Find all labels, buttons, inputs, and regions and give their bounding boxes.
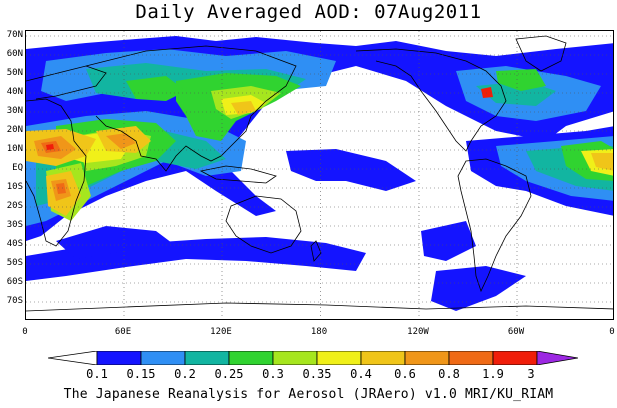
colorbar-label-1-9: 1.9 — [482, 367, 504, 381]
lat-label-10s: 10S — [6, 182, 23, 192]
coast-asia — [85, 45, 297, 172]
colorbar-label-0-35: 0.35 — [302, 367, 332, 381]
colorbar-label-0-8: 0.8 — [438, 367, 460, 381]
colorbar-label-0-25: 0.25 — [214, 367, 244, 381]
coast-australia — [225, 195, 302, 254]
lon-label-60e: 60E — [114, 327, 132, 337]
colorbar-cell — [360, 351, 406, 365]
colorbar-cell-above-max — [536, 351, 578, 365]
lat-lon-grid — [26, 31, 613, 319]
colorbar-cells — [48, 351, 578, 365]
lat-label-60n: 60N — [6, 49, 23, 59]
aod-region-southern-ocean-2 — [431, 266, 526, 311]
lon-label-120e: 120E — [210, 327, 232, 337]
colorbar-label-0-6: 0.6 — [394, 367, 416, 381]
coast-north-america — [355, 48, 507, 152]
lon-label-180: 180 — [310, 327, 328, 337]
colorbar-cell-below-min — [48, 351, 98, 365]
colorbar-label-0-4: 0.4 — [350, 367, 372, 381]
colorbar-cell — [228, 351, 274, 365]
aod-region-sahara-max — [46, 144, 54, 150]
aod-region-north-america-fire — [481, 87, 493, 98]
aod-region-north-atlantic-green — [496, 69, 546, 91]
colorbar-label-0-3: 0.3 — [262, 367, 284, 381]
colorbar-cell — [492, 351, 538, 365]
lat-label-30s: 30S — [6, 220, 23, 230]
aod-field-svg — [26, 31, 613, 319]
lon-label-0-west: 0 — [22, 327, 28, 337]
colorbar-cell — [448, 351, 494, 365]
aod-region-south-america — [421, 221, 476, 261]
coast-new-zealand — [310, 240, 322, 262]
aod-colorbar — [48, 351, 578, 365]
lat-label-20n: 20N — [6, 125, 23, 135]
aod-region-saharan-plume — [591, 153, 613, 171]
coast-europe — [26, 65, 107, 100]
colorbar-cell — [140, 351, 186, 365]
colorbar-label-0-15: 0.15 — [126, 367, 156, 381]
colorbar-cell — [184, 351, 230, 365]
colorbar-cell — [316, 351, 362, 365]
aod-region-southern-indian — [56, 226, 176, 259]
colorbar-cell — [96, 351, 142, 365]
lat-label-70s: 70S — [6, 296, 23, 306]
footer-credit: The Japanese Reanalysis for Aerosol (JRA… — [63, 387, 554, 402]
aod-map — [25, 30, 614, 320]
aod-region-arabia-core — [106, 133, 136, 149]
coast-indonesia — [199, 165, 277, 184]
lat-label-20s: 20S — [6, 201, 23, 211]
lat-label-30n: 30N — [6, 106, 23, 116]
colorbar-label-3: 3 — [527, 367, 535, 381]
aod-region-congo-peak — [56, 183, 66, 194]
colorbar-label-0-2: 0.2 — [174, 367, 196, 381]
colorbar-cell — [272, 351, 318, 365]
lat-label-10n: 10N — [6, 144, 23, 154]
coast-africa — [26, 98, 87, 247]
lat-label-60s: 60S — [6, 277, 23, 287]
map-title: Daily Averaged AOD: 07Aug2011 — [135, 1, 482, 23]
aod-region-north-america-green — [126, 76, 186, 101]
lat-label-50s: 50S — [6, 258, 23, 268]
aod-region-pacific-tongue — [286, 149, 416, 191]
aod-level10-regions — [46, 87, 493, 150]
aod-region-east-china — [231, 101, 256, 115]
lat-label-40n: 40N — [6, 87, 23, 97]
lat-label-50n: 50N — [6, 68, 23, 78]
coast-south-america — [457, 158, 532, 293]
coast-antarctica — [26, 302, 613, 312]
lat-label-70n: 70N — [6, 30, 23, 40]
lat-label-eq: EQ — [12, 163, 23, 173]
lon-label-60w: 60W — [507, 327, 525, 337]
colorbar-cell — [404, 351, 450, 365]
lon-label-120w: 120W — [407, 327, 429, 337]
colorbar-label-0-1: 0.1 — [86, 367, 108, 381]
lat-label-40s: 40S — [6, 239, 23, 249]
lon-label-0-east: 0 — [609, 327, 615, 337]
